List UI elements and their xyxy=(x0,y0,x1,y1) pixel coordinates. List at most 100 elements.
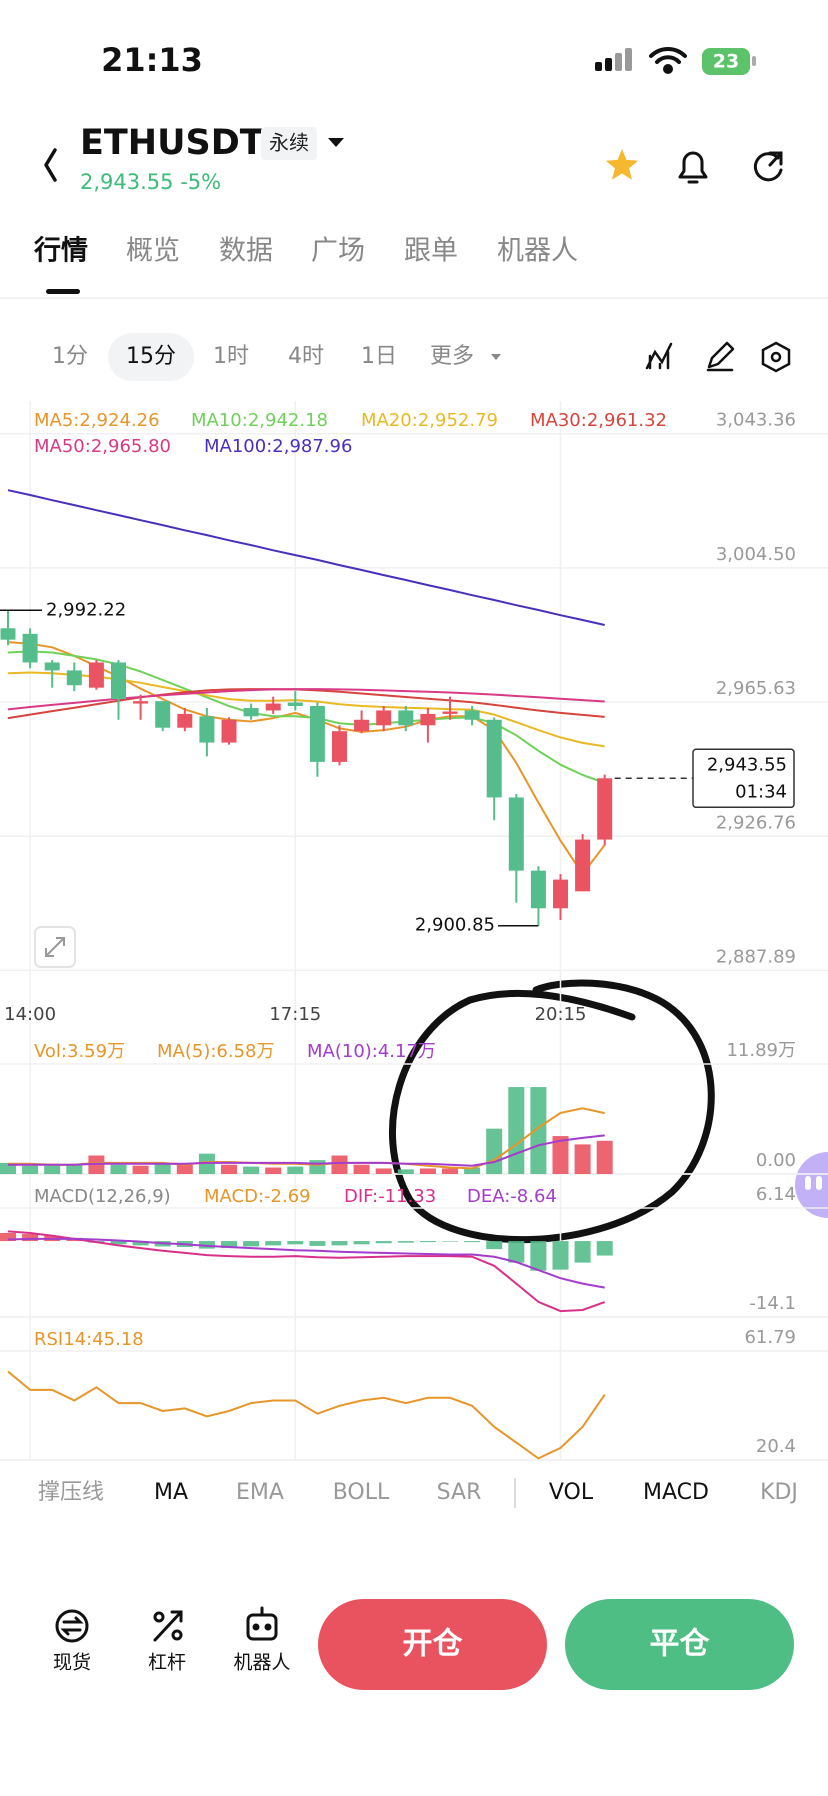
y-tick-label: 3,043.36 xyxy=(716,410,796,431)
robot-icon[interactable] xyxy=(246,1606,278,1641)
indicator-tab[interactable]: EMA xyxy=(236,1480,284,1505)
legend-entry: MA10:2,942.18 xyxy=(191,410,328,431)
bar xyxy=(176,1164,193,1174)
share-button[interactable] xyxy=(753,151,783,182)
indicator-tab[interactable]: SAR xyxy=(437,1480,482,1505)
candle-body xyxy=(133,701,149,704)
interval[interactable]: 15分 xyxy=(126,344,176,369)
indicator-tab[interactable]: BOLL xyxy=(333,1480,390,1505)
legend-entry: MACD:-2.69 xyxy=(204,1186,311,1207)
legend-entry: MA30:2,961.32 xyxy=(530,410,667,431)
last-price-label: 2,943.55 xyxy=(707,754,787,775)
nav-label[interactable]: 杠杆 xyxy=(148,1652,186,1674)
candle-body xyxy=(486,719,502,798)
x-tick-label: 17:15 xyxy=(269,1004,321,1025)
bar xyxy=(221,1241,237,1249)
leverage-icon[interactable] xyxy=(153,1610,183,1642)
battery-tip xyxy=(752,56,756,66)
signal-icon xyxy=(595,48,632,71)
candle-body xyxy=(221,719,237,743)
interval[interactable]: 1时 xyxy=(213,344,249,369)
indicator-tab[interactable]: VOL xyxy=(549,1480,594,1505)
candle-body xyxy=(155,701,171,728)
back-button[interactable] xyxy=(44,148,57,182)
y-tick-label: 2,887.89 xyxy=(716,946,796,967)
tab[interactable]: 广场 xyxy=(311,236,365,267)
interval[interactable]: 更多 xyxy=(430,344,474,369)
y-tick-label: 2,926.76 xyxy=(716,812,796,833)
tab[interactable]: 机器人 xyxy=(497,236,578,267)
legend-entry: MA(10):4.17万 xyxy=(307,1041,436,1062)
candle-body xyxy=(442,711,458,714)
action-button-label[interactable]: 平仓 xyxy=(650,1627,711,1662)
floating-assistant[interactable] xyxy=(795,1152,828,1218)
tag-bg xyxy=(261,127,317,160)
bar xyxy=(397,1241,414,1243)
bar xyxy=(464,1241,481,1243)
bar xyxy=(508,1241,525,1263)
ma-line xyxy=(7,489,605,626)
tab-underline xyxy=(46,289,80,294)
x-tick-label: 20:15 xyxy=(535,1004,587,1025)
candle-body xyxy=(376,710,392,726)
nav-label[interactable]: 现货 xyxy=(53,1652,91,1674)
y-tick-label: 3,004.50 xyxy=(716,544,796,565)
bar xyxy=(243,1166,260,1174)
indicator-tab[interactable]: MACD xyxy=(643,1480,709,1505)
candle-body xyxy=(508,797,524,871)
candle-body xyxy=(553,879,568,909)
symbol-dropdown[interactable] xyxy=(328,138,344,147)
interval[interactable]: 1日 xyxy=(361,344,397,369)
tab[interactable]: 跟单 xyxy=(404,236,458,267)
battery xyxy=(702,48,750,75)
bar xyxy=(110,1164,127,1174)
candle-body xyxy=(464,710,480,720)
bar xyxy=(353,1241,370,1245)
bar xyxy=(110,1241,127,1245)
candle-body xyxy=(88,662,104,688)
candle-body xyxy=(243,708,259,717)
bar xyxy=(331,1241,348,1246)
indicator-tab[interactable]: KDJ xyxy=(760,1480,798,1505)
interval[interactable]: 4时 xyxy=(288,344,324,369)
bar xyxy=(552,1241,569,1270)
price-change: 2,943.55 -5% xyxy=(80,170,221,194)
spot-icon[interactable] xyxy=(55,1609,89,1643)
action-button[interactable] xyxy=(318,1599,547,1690)
alert-bell[interactable] xyxy=(678,151,708,184)
interval-chip xyxy=(108,333,194,381)
bar xyxy=(287,1241,304,1245)
tab[interactable]: 概览 xyxy=(126,236,180,267)
bar xyxy=(375,1241,392,1244)
bar xyxy=(309,1241,326,1246)
candle-body xyxy=(177,713,193,728)
indicator-tab[interactable]: 撑压线 xyxy=(38,1480,104,1505)
indicator-tab[interactable]: MA xyxy=(154,1480,188,1505)
y-tick-label: 2,965.63 xyxy=(716,678,796,699)
expand-button[interactable] xyxy=(34,926,76,968)
ma-line xyxy=(7,650,606,784)
settings-icon[interactable] xyxy=(761,341,791,373)
tab[interactable]: 数据 xyxy=(219,236,273,267)
action-button-label[interactable]: 开仓 xyxy=(403,1627,464,1662)
legend-entry: DIF:-11.33 xyxy=(344,1186,436,1207)
nav-label[interactable]: 机器人 xyxy=(233,1652,290,1674)
bar xyxy=(243,1241,260,1247)
battery-level: 23 xyxy=(713,51,739,73)
chart-style-icon[interactable] xyxy=(645,342,673,370)
bar xyxy=(0,1232,16,1242)
bar xyxy=(331,1155,348,1174)
action-button[interactable] xyxy=(565,1599,794,1690)
tab[interactable]: 行情 xyxy=(33,235,88,267)
favorite-star[interactable] xyxy=(605,149,639,180)
draw-icon[interactable] xyxy=(706,341,735,372)
bar xyxy=(198,1241,215,1249)
candle-body xyxy=(420,713,436,726)
countdown: 01:34 xyxy=(735,781,787,802)
panel-title: MACD(12,26,9) xyxy=(34,1186,171,1207)
y-tick-label: 20.4 xyxy=(756,1436,796,1457)
indicator-line xyxy=(7,1230,606,1313)
candle-body xyxy=(597,778,613,840)
interval[interactable]: 1分 xyxy=(52,344,88,369)
bar xyxy=(353,1164,370,1174)
